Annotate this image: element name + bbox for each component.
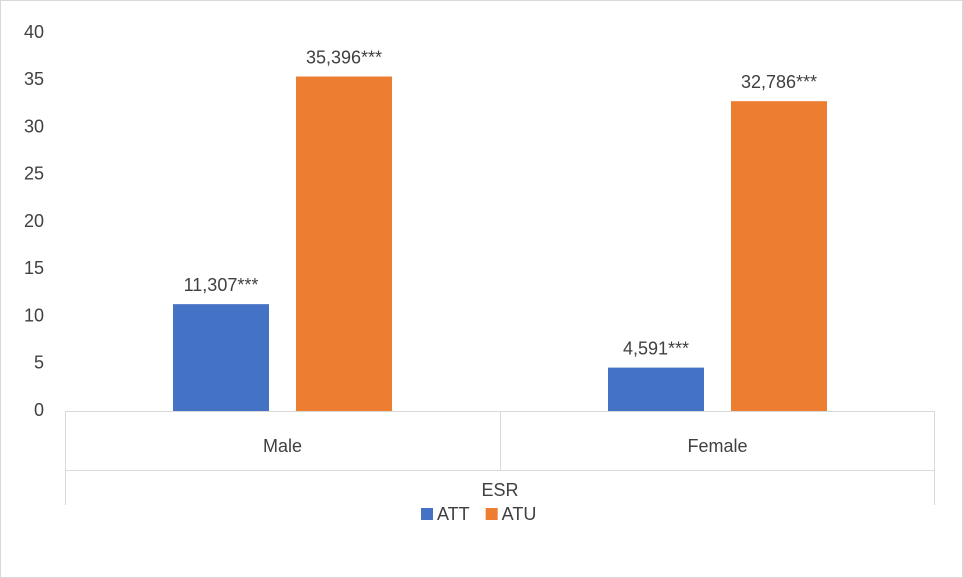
y-tick-label: 20	[24, 211, 44, 231]
x-group-label: ESR	[481, 480, 518, 500]
y-tick-label: 25	[24, 164, 44, 184]
y-tick-label: 30	[24, 116, 44, 136]
y-tick-label: 40	[24, 22, 44, 42]
data-label: 32,786***	[741, 72, 817, 92]
y-tick-label: 10	[24, 305, 44, 325]
bar	[296, 76, 392, 411]
data-label: 35,396***	[306, 47, 382, 67]
bar	[173, 304, 269, 411]
data-label: 11,307***	[184, 275, 259, 295]
y-tick-label: 35	[24, 69, 44, 89]
x-tick-label: Male	[263, 436, 302, 456]
legend-swatch	[421, 508, 433, 520]
bar	[608, 367, 704, 411]
legend-swatch	[485, 508, 498, 520]
legend-label: ATT	[437, 504, 470, 524]
bar	[731, 101, 827, 411]
data-label: 4,591***	[623, 338, 689, 358]
y-tick-label: 5	[34, 353, 44, 373]
x-tick-label: Female	[687, 436, 747, 456]
y-tick-label: 15	[24, 258, 44, 278]
legend-label: ATU	[502, 504, 537, 524]
y-tick-label: 0	[34, 400, 44, 420]
